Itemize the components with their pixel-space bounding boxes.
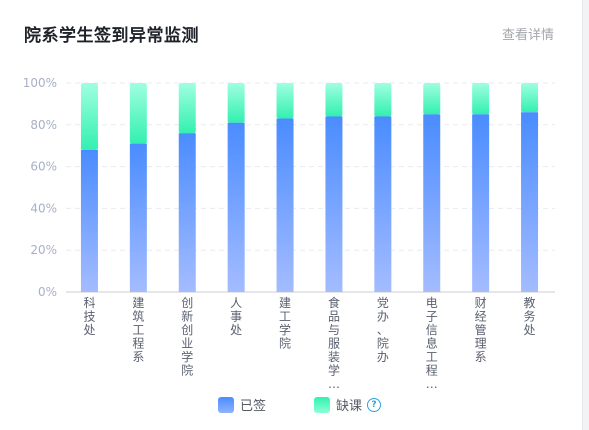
x-category-char: 教	[524, 295, 536, 310]
x-category-char: 处	[83, 323, 95, 337]
chart-legend: 已签 缺课 ?	[0, 395, 582, 417]
y-tick-label: 60%	[30, 160, 57, 174]
bar-absent	[472, 83, 490, 115]
x-category-char: 工	[132, 323, 144, 337]
x-category-char: 食	[328, 295, 340, 310]
x-category-char: 务	[524, 309, 536, 324]
x-category-char: 处	[524, 323, 536, 337]
x-category-char: 电	[426, 296, 438, 310]
bar-present	[472, 114, 490, 292]
x-category-char: 建	[132, 296, 144, 310]
legend-present[interactable]: 已签	[218, 395, 266, 414]
x-category-char: 科	[83, 296, 95, 310]
bar-absent	[80, 83, 98, 150]
x-category-char: 子	[426, 310, 438, 324]
present-swatch	[218, 396, 234, 413]
x-category-char: 信	[426, 323, 438, 337]
bar-present	[129, 143, 147, 292]
bar-absent	[178, 83, 196, 134]
y-tick-label: 100%	[23, 76, 57, 90]
bar-present	[227, 122, 245, 293]
x-category-char: 办	[377, 309, 389, 324]
x-category-char: 学	[328, 363, 340, 378]
bar-present	[374, 116, 392, 292]
bar-present	[521, 112, 539, 292]
bar-absent	[423, 83, 441, 115]
x-category-char: 品	[328, 310, 340, 324]
x-category-char: 管	[475, 322, 487, 337]
bar-absent	[276, 83, 294, 119]
x-category-char: 程	[426, 363, 438, 378]
bar-present	[276, 118, 294, 292]
right-panel-edge	[582, 0, 589, 430]
legend-present-label: 已签	[240, 399, 267, 414]
x-category-char: 业	[181, 337, 193, 351]
x-category-char: 服	[328, 337, 340, 351]
x-category-char: 息	[426, 336, 438, 351]
x-category-char: 创	[181, 323, 193, 337]
x-category-char: 建	[279, 296, 291, 310]
bar-present	[80, 149, 98, 292]
help-icon[interactable]: ?	[367, 397, 382, 412]
bar-present	[325, 116, 343, 292]
bar-present	[423, 114, 441, 292]
legend-absent-label: 缺课	[336, 399, 363, 414]
x-category-char: 创	[181, 296, 193, 310]
x-category-char: 理	[475, 337, 487, 351]
x-category-char: 新	[181, 309, 193, 324]
x-category-char: 院	[377, 337, 389, 351]
bar-absent	[521, 83, 539, 113]
absent-swatch	[314, 396, 330, 413]
x-category-char: 学	[279, 322, 291, 337]
x-category-char: 工	[279, 310, 291, 324]
x-category-char: 工	[426, 350, 438, 364]
x-category-char: 处	[230, 323, 242, 337]
bar-absent	[129, 83, 147, 144]
x-category-char: 、	[377, 323, 389, 337]
y-tick-label: 80%	[30, 118, 57, 132]
x-category-char: 程	[132, 336, 144, 351]
x-category-char: 系	[132, 350, 144, 364]
x-category-char: 学	[181, 349, 193, 364]
y-tick-label: 40%	[30, 201, 57, 215]
x-category-char: …	[328, 377, 340, 390]
bar-absent	[227, 83, 245, 123]
stacked-bar-chart: 0%20%40%60%80%100% 科技处建筑工程系创新创业学院人事处建工学院…	[23, 76, 555, 390]
bar-absent	[374, 83, 392, 117]
view-details-link[interactable]: 查看详情	[501, 28, 554, 43]
x-category-char: 院	[181, 364, 193, 378]
bar-absent	[325, 83, 343, 117]
x-category-char: 院	[279, 337, 291, 351]
card-title: 院系学生签到异常监测	[24, 26, 199, 46]
y-tick-label: 20%	[30, 243, 57, 257]
legend-absent[interactable]: 缺课 ?	[314, 395, 382, 414]
x-category-char: 人	[230, 296, 242, 310]
x-category-char: 与	[328, 323, 340, 337]
x-category-char: 经	[475, 310, 487, 324]
bar-present	[178, 133, 196, 292]
x-category-char: …	[426, 377, 438, 390]
x-category-char: 筑	[132, 309, 144, 324]
x-category-char: 系	[475, 350, 487, 364]
x-category-char: 办	[377, 349, 389, 364]
x-category-char: 财	[475, 296, 487, 310]
x-category-char: 事	[230, 310, 242, 324]
y-tick-label: 0%	[38, 285, 57, 299]
x-category-char: 党	[377, 295, 389, 310]
x-category-char: 技	[83, 310, 95, 324]
x-category-char: 装	[328, 350, 340, 364]
